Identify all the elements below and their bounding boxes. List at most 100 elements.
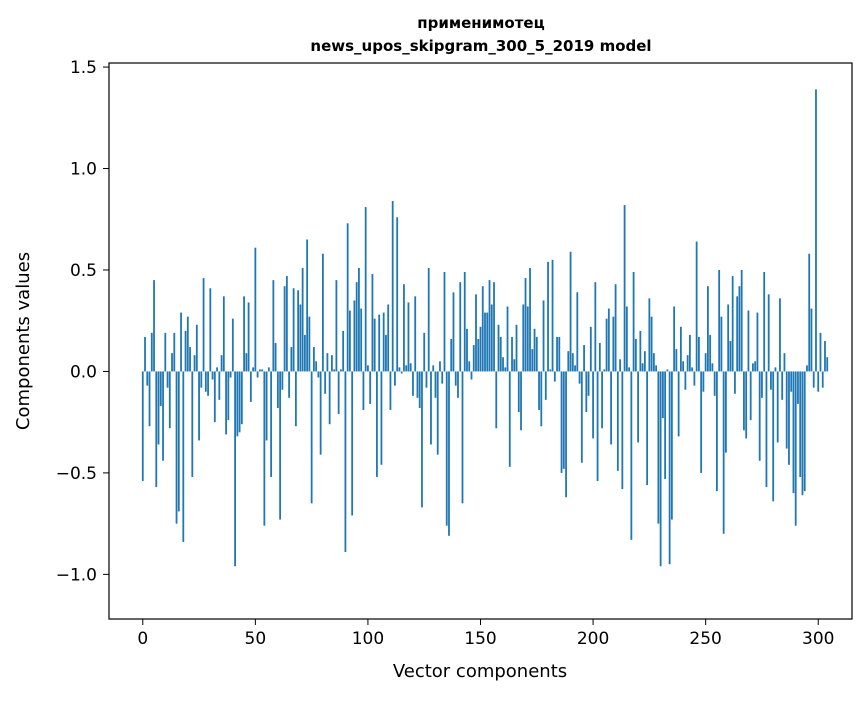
bar-110: [389, 371, 392, 410]
bar-78: [317, 371, 320, 378]
bar-250: [704, 353, 707, 372]
bar-302: [821, 371, 824, 388]
bar-215: [625, 306, 628, 372]
bar-252: [709, 334, 712, 372]
bar-163: [508, 371, 511, 467]
bar-63: [283, 286, 286, 372]
bar-57: [270, 371, 273, 477]
bar-225: [648, 298, 651, 372]
bar-205: [603, 369, 606, 372]
bar-25: [198, 371, 200, 441]
bar-185: [558, 336, 561, 372]
bar-266: [740, 269, 743, 372]
bar-281: [774, 367, 777, 372]
bar-234: [668, 371, 671, 565]
bar-series: [141, 89, 829, 567]
bar-115: [400, 371, 403, 374]
x-tick-label: 50: [245, 629, 267, 649]
bar-224: [646, 371, 649, 486]
bar-0: [141, 371, 144, 482]
bar-292: [799, 371, 802, 477]
bar-220: [637, 371, 640, 443]
bar-100: [367, 365, 369, 372]
bar-207: [607, 308, 610, 372]
bar-42: [236, 371, 239, 437]
bar-152: [484, 312, 486, 372]
bar-254: [713, 371, 716, 396]
bar-149: [477, 338, 480, 372]
bar-188: [565, 371, 567, 498]
bar-165: [513, 359, 516, 372]
bar-264: [736, 296, 739, 372]
bar-196: [583, 345, 585, 372]
bar-98: [362, 371, 365, 410]
bar-48: [249, 371, 252, 402]
bar-156: [493, 282, 495, 372]
bar-235: [670, 371, 673, 520]
bar-199: [589, 326, 592, 372]
bar-54: [263, 371, 266, 526]
bar-64: [285, 276, 288, 372]
bar-298: [812, 371, 815, 388]
bar-148: [475, 294, 477, 372]
bar-133: [441, 371, 444, 384]
bar-30: [209, 288, 212, 372]
bar-291: [797, 371, 799, 404]
bar-278: [767, 294, 770, 372]
bar-72: [303, 334, 306, 372]
bar-5: [153, 280, 155, 372]
bar-211: [616, 371, 619, 471]
bar-150: [479, 326, 482, 372]
bar-23: [193, 355, 196, 372]
bar-68: [294, 371, 297, 427]
bar-178: [542, 300, 545, 372]
bar-132: [439, 361, 441, 372]
bar-246: [695, 241, 698, 372]
bar-190: [569, 251, 572, 372]
bar-245: [693, 371, 696, 386]
bar-274: [758, 371, 761, 461]
bar-3: [148, 371, 151, 427]
bar-76: [312, 347, 315, 372]
bar-243: [688, 334, 691, 372]
bar-129: [432, 365, 435, 372]
bar-221: [639, 330, 642, 372]
bar-187: [562, 371, 565, 469]
bar-164: [511, 336, 513, 372]
bar-127: [427, 267, 430, 372]
bar-24: [195, 324, 198, 372]
bar-157: [495, 371, 498, 429]
bar-109: [387, 304, 390, 372]
bar-270: [749, 371, 752, 421]
bar-255: [716, 371, 718, 492]
bar-8: [159, 371, 162, 406]
bar-171: [526, 306, 529, 372]
bar-130: [434, 371, 437, 398]
bar-258: [722, 371, 725, 534]
bar-172: [529, 267, 531, 372]
bar-87: [337, 371, 340, 415]
bar-262: [731, 276, 734, 372]
bar-4: [150, 332, 153, 372]
bar-55: [265, 371, 268, 441]
bar-33: [216, 367, 218, 372]
bar-249: [702, 371, 705, 392]
bar-50: [254, 247, 257, 372]
x-tick-label: 250: [689, 629, 721, 649]
bar-49: [252, 367, 254, 372]
bar-168: [520, 371, 522, 431]
bar-301: [819, 332, 822, 372]
bar-81: [324, 371, 327, 394]
bar-59: [274, 343, 277, 372]
bar-21: [189, 347, 191, 372]
bar-36: [222, 296, 225, 372]
bar-32: [213, 371, 216, 423]
bar-241: [684, 371, 687, 390]
bar-229: [657, 371, 660, 524]
bar-113: [396, 217, 399, 372]
bar-89: [342, 330, 345, 372]
bar-17: [180, 312, 182, 372]
bar-77: [315, 361, 318, 372]
y-axis-label: Components values: [13, 252, 34, 430]
bar-39: [229, 371, 232, 378]
